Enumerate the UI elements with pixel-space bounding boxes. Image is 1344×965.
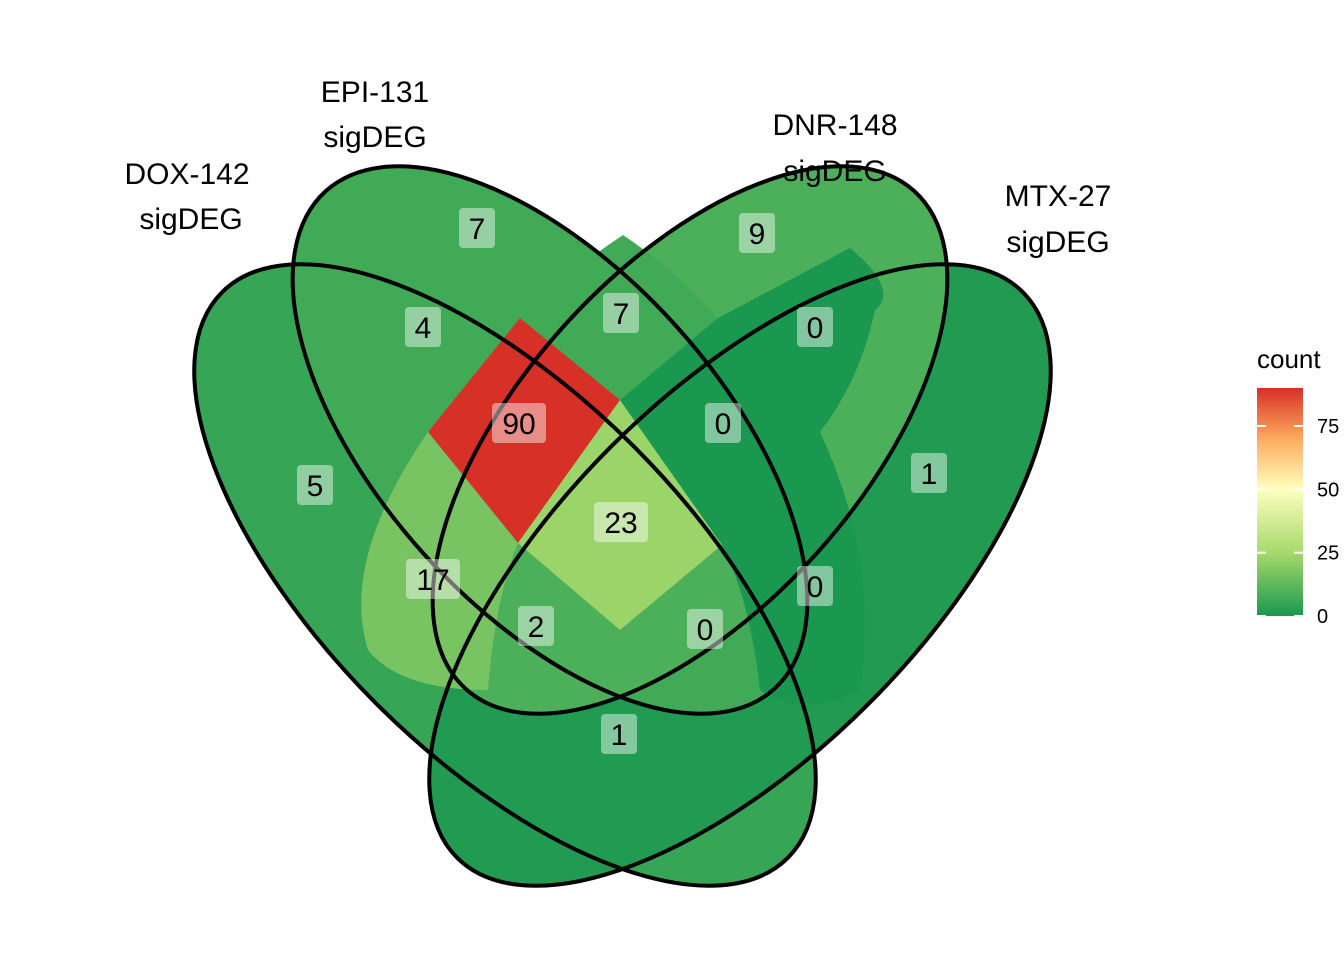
region-epi-dnr-mtx xyxy=(620,318,820,545)
set-outline-epi xyxy=(290,164,810,716)
count-label-dox-epi-mtx: 0 xyxy=(687,609,723,649)
svg-text:17: 17 xyxy=(416,564,449,597)
set-label-dnr-subtitle: sigDEG xyxy=(783,155,886,188)
svg-text:1: 1 xyxy=(921,458,938,491)
legend-ticks: 0 25 50 75 xyxy=(1257,416,1339,628)
count-label-dox-epi-dnr: 90 xyxy=(492,403,546,443)
svg-text:7: 7 xyxy=(469,213,486,246)
count-label-epi: 7 xyxy=(459,208,495,248)
set-label-epi-subtitle: sigDEG xyxy=(323,121,426,154)
count-label-dox-epi: 4 xyxy=(405,307,441,347)
set-label-mtx-subtitle: sigDEG xyxy=(1006,226,1109,259)
set-label-mtx-title: MTX-27 xyxy=(1005,180,1112,213)
svg-text:0: 0 xyxy=(697,614,714,647)
svg-text:1: 1 xyxy=(611,719,628,752)
legend-title: count xyxy=(1257,344,1321,374)
svg-text:23: 23 xyxy=(604,507,637,540)
count-label-dox: 5 xyxy=(297,465,333,505)
region-all-four xyxy=(518,400,722,630)
legend-tick-label: 25 xyxy=(1317,543,1339,565)
legend-color-bar xyxy=(1257,388,1303,616)
set-outlines xyxy=(192,164,1053,888)
set-outline-dox xyxy=(192,262,818,888)
legend-tick-label: 75 xyxy=(1317,416,1339,438)
count-label-all: 23 xyxy=(594,502,648,542)
set-label-dnr-title: DNR-148 xyxy=(772,109,897,142)
svg-text:5: 5 xyxy=(307,470,324,503)
count-labels: 5 7 9 1 4 7 0 90 0 17 23 0 2 0 1 xyxy=(297,208,947,754)
overlap-regions xyxy=(361,235,884,705)
set-label-dox-title: DOX-142 xyxy=(124,158,249,191)
region-dnr-mtx xyxy=(718,248,884,432)
svg-text:7: 7 xyxy=(613,298,630,331)
region-epi-dnr xyxy=(520,235,718,400)
count-label-dox-dnr-mtx: 2 xyxy=(518,606,554,646)
count-label-dox-mtx: 1 xyxy=(601,714,637,754)
count-label-dnr: 9 xyxy=(739,213,775,253)
set-labels: DOX-142 sigDEG EPI-131 sigDEG DNR-148 si… xyxy=(124,76,1111,259)
svg-text:4: 4 xyxy=(415,312,432,345)
set-label-epi-title: EPI-131 xyxy=(321,76,429,109)
count-label-epi-dnr: 7 xyxy=(603,293,639,333)
region-epi-mtx xyxy=(722,432,865,705)
region-dox-epi-dnr xyxy=(428,318,620,543)
set-outline-mtx xyxy=(427,262,1053,888)
count-label-mtx: 1 xyxy=(911,453,947,493)
svg-text:0: 0 xyxy=(715,408,732,441)
svg-text:9: 9 xyxy=(749,218,766,251)
count-label-dox-dnr: 17 xyxy=(406,559,460,599)
svg-text:0: 0 xyxy=(807,312,824,345)
legend-tick-label: 50 xyxy=(1317,479,1339,501)
set-outline-dnr xyxy=(430,164,950,716)
color-legend: count 0 25 50 75 xyxy=(1257,344,1339,628)
count-label-epi-mtx: 0 xyxy=(797,566,833,606)
svg-text:2: 2 xyxy=(528,611,545,644)
count-label-epi-dnr-mtx: 0 xyxy=(705,403,741,443)
svg-text:90: 90 xyxy=(502,408,535,441)
set-label-dox-subtitle: sigDEG xyxy=(139,203,242,236)
region-dox-dnr xyxy=(361,432,518,690)
legend-tick-label: 0 xyxy=(1317,606,1328,628)
count-label-dnr-mtx: 0 xyxy=(797,307,833,347)
svg-text:0: 0 xyxy=(807,571,824,604)
